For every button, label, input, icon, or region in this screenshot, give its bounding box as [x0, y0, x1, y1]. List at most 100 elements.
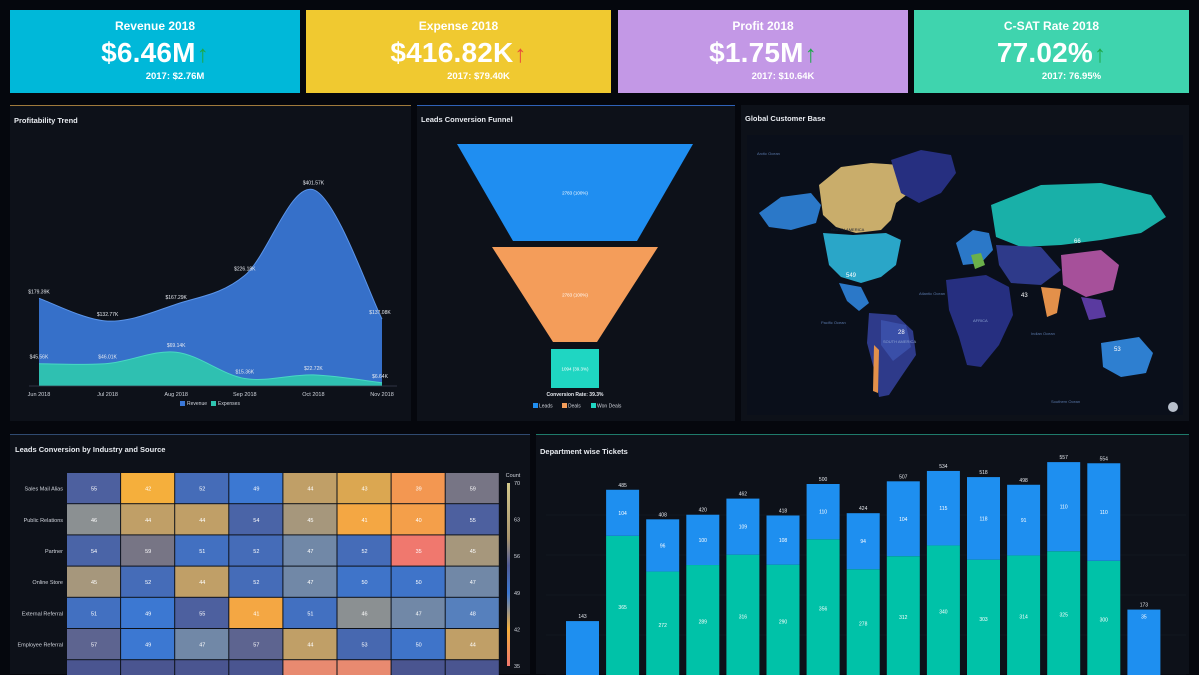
heatmap-cell-value: 47 [307, 549, 313, 555]
legend-label: Revenue [187, 401, 207, 407]
kpi-previous: 2017: $79.40K [447, 71, 510, 82]
x-tick-label: Oct 2018 [302, 392, 324, 398]
map-region-africa [946, 275, 1013, 367]
bar-segment-base [886, 556, 920, 675]
heatmap-cell-value: 47 [416, 611, 422, 617]
bar-segment-label: 272 [659, 623, 668, 629]
heatmap-cell-value: 44 [307, 643, 313, 649]
bar-segment-label: 35 [1141, 615, 1147, 621]
bar-segment-label: 100 [699, 538, 708, 544]
map-region-label: AFRICA [973, 318, 988, 323]
profitability-panel: Profitability Trend $179.39K $132.77K $167… [10, 105, 411, 421]
heatmap-cell-value: 47 [199, 643, 205, 649]
heatmap-cell-value: 50 [416, 643, 422, 649]
heatmap-cell [175, 629, 229, 660]
panel-title: Leads Conversion by Industry and Source [15, 445, 166, 454]
bar-total-label: 420 [699, 508, 708, 514]
bar-segment-label: 300 [1100, 617, 1109, 623]
bar-segment-top [886, 481, 920, 557]
bar-segment-top [846, 513, 880, 570]
kpi-previous: 2017: $10.64K [751, 71, 815, 82]
bar-segment-base [846, 569, 880, 675]
bar-segment-label: 110 [819, 510, 827, 516]
heatmap-cell-value: 57 [91, 643, 97, 649]
data-label: $226.18K [234, 266, 256, 272]
heatmap-cell-value: 45 [470, 549, 476, 555]
map-zoom-icon [1168, 402, 1178, 412]
x-tick-label: Nov 2018 [370, 392, 394, 398]
heatmap-cell [391, 566, 445, 597]
heatmap-cell-value: 52 [253, 549, 259, 555]
world-map: 549 66 28 53 43 Pacific Ocean Atlantic O… [747, 135, 1183, 415]
funnel-stage-label: 2783 (100%) [562, 191, 588, 196]
kpi-title: C-SAT Rate 2018 [1003, 19, 1100, 33]
bar-segment-base [606, 535, 640, 675]
heatmap-cell [337, 566, 391, 597]
kpi-previous: 2017: $2.76M [145, 71, 205, 82]
bar-segment-label: 108 [779, 538, 788, 544]
map-region-europe-east [971, 253, 985, 269]
funnel-stage-leads [457, 144, 693, 241]
kpi-previous: 2017: 76.95% [1041, 71, 1102, 82]
heatmap-cell [445, 629, 499, 660]
map-ocean-label: Arctic Ocean [757, 151, 780, 156]
heatmap-cell [283, 660, 337, 675]
heatmap-cell [67, 597, 121, 628]
map-value-label: 66 [1074, 239, 1081, 245]
bar-total-label: 418 [779, 508, 788, 514]
map-value-label: 549 [846, 273, 857, 279]
kpi-title: Expense 2018 [418, 19, 499, 33]
kpi-card-profit: Profit 2018 $1.75M↑ 2017: $10.64K [618, 10, 908, 93]
kpi-card-csat: C-SAT Rate 2018 77.02%↑ 2017: 76.95% [914, 10, 1189, 93]
heatmap-cell-value: 55 [199, 611, 205, 617]
heatmap-cell [283, 535, 337, 566]
heatmap-cell-value: 54 [91, 549, 97, 555]
bar-segment-label: 118 [980, 516, 988, 522]
bar-segment-label: 316 [739, 614, 748, 620]
panel-title: Profitability Trend [14, 116, 78, 125]
arrow-up-icon: ↑ [1093, 41, 1107, 68]
heatmap-cell [175, 473, 229, 504]
heatmap-row-label: Public Relations [24, 518, 64, 524]
x-tick-label: Aug 2018 [164, 392, 188, 398]
map-region-europe [956, 230, 993, 265]
arrow-up-icon: ↑ [514, 41, 527, 68]
map-region-india [1041, 287, 1061, 317]
heatmap-cell-value: 52 [199, 487, 205, 493]
data-label: $6.64K [372, 374, 389, 380]
legend-tick: 49 [514, 591, 520, 597]
heatmap-chart: Sales Mail Alias 55 42 52 49 44 43 39 59 Public R… [17, 473, 521, 675]
bar-segment-top [646, 519, 680, 572]
map-value-label: 28 [898, 330, 905, 336]
heatmap-cell [283, 566, 337, 597]
bar-segment-top [766, 515, 800, 565]
bar-total-label: 143 [578, 614, 587, 620]
heatmap-cell-value: 45 [307, 518, 313, 524]
legend-label: Leads [539, 404, 553, 410]
heatmap-cell [121, 504, 175, 535]
map-value-label: 43 [1021, 293, 1028, 299]
bar-segment-base [646, 571, 680, 675]
data-label: $137.08K [369, 310, 391, 316]
bar-segment-label: 365 [618, 605, 627, 611]
funnel-chart: 2783 (100%) 2783 (100%) 1094 (39.3%) Conver… [457, 144, 693, 410]
legend-tick: 63 [514, 518, 520, 524]
bar-segment-top [606, 489, 640, 536]
profitability-chart: $179.39K $132.77K $167.29K $226.18K $401.57K… [28, 181, 397, 407]
heatmap-cell [229, 629, 283, 660]
heatmap-cell [391, 597, 445, 628]
kpi-value: $416.82K↑ [306, 37, 611, 69]
bar-segment-label: 110 [1060, 505, 1068, 511]
heatmap-row-label: Sales Mail Alias [24, 487, 63, 493]
bar-total-label: 557 [1060, 455, 1069, 461]
data-label: $167.29K [165, 295, 187, 301]
heatmap-cell-value: 53 [361, 643, 367, 649]
heatmap-cell-value: 47 [470, 580, 476, 586]
bar-segment-top [1007, 484, 1041, 556]
heatmap-cell-value: 59 [470, 487, 476, 493]
bar-segment-top [967, 477, 1000, 560]
panel-title: Department wise Tickets [540, 447, 628, 456]
heatmap-row-label: External Referral [22, 611, 63, 617]
heatmap-cell-value: 57 [253, 643, 259, 649]
bar-total-label: 462 [739, 492, 748, 498]
